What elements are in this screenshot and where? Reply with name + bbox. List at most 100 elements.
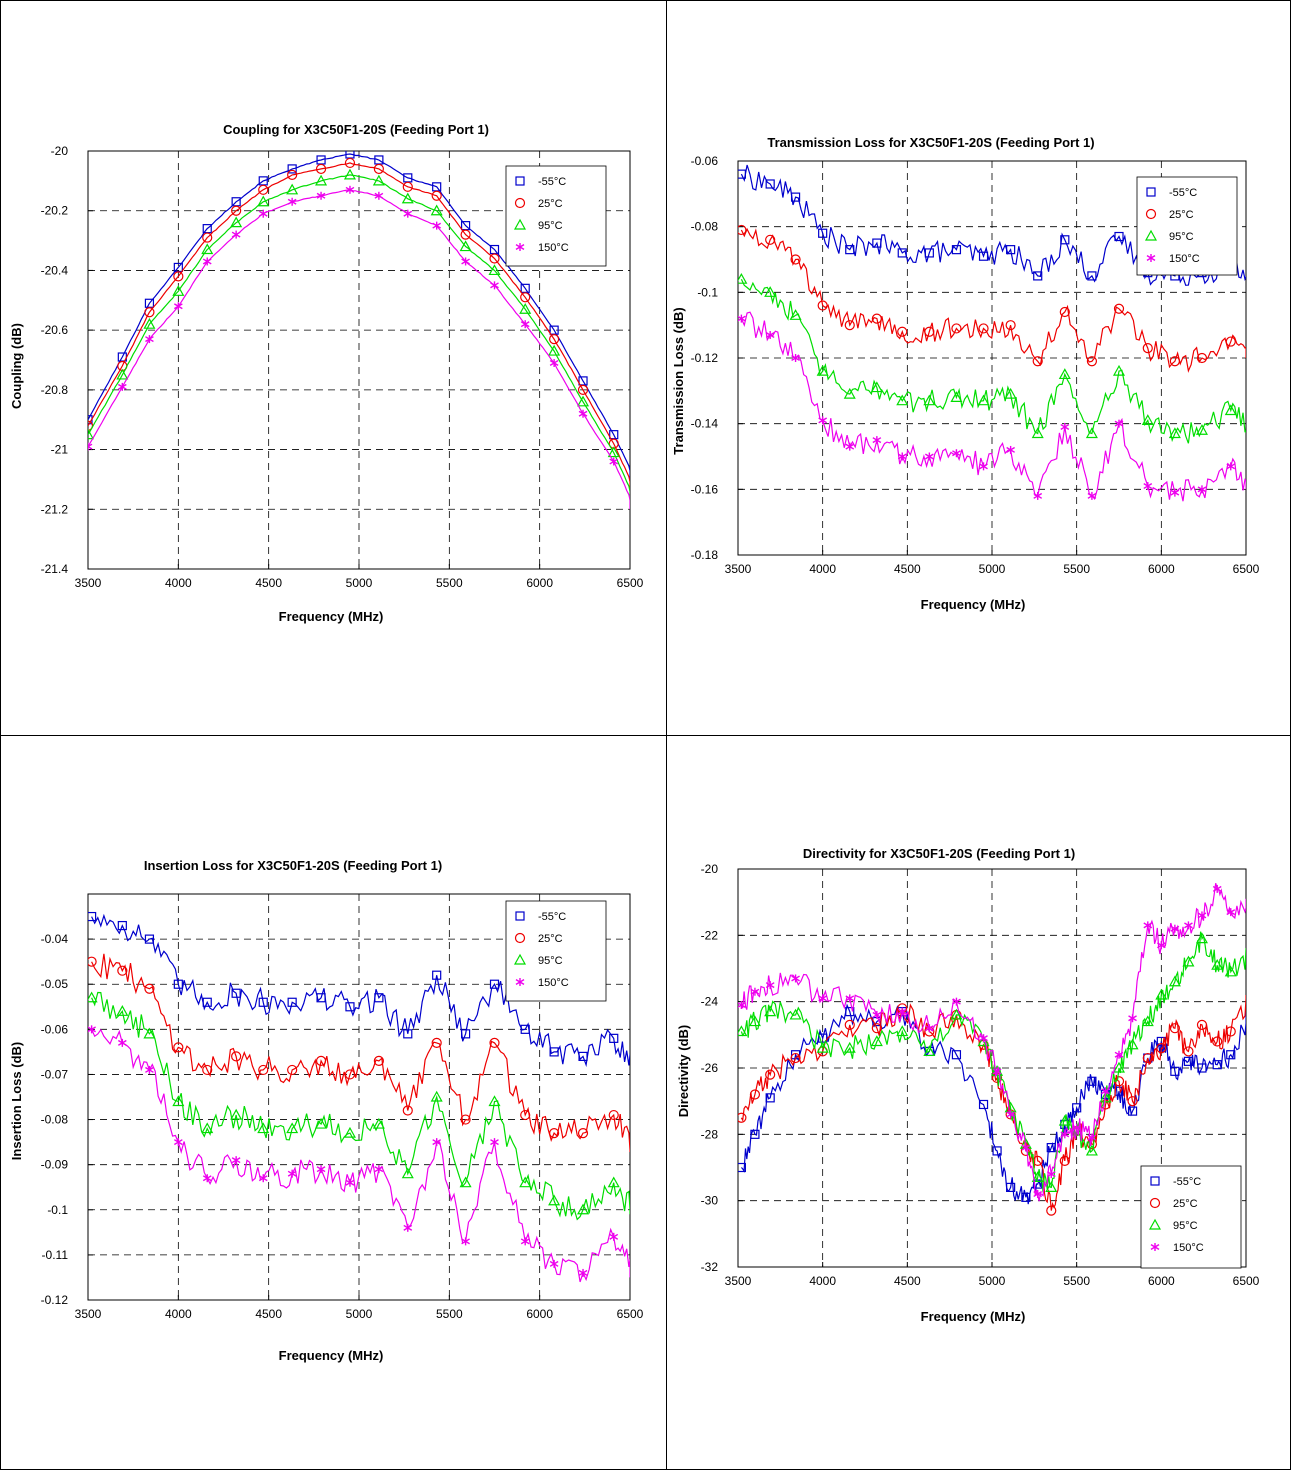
x-tick-label: 6500 <box>617 576 644 590</box>
data-point <box>461 257 470 266</box>
data-point <box>88 1025 96 1034</box>
data-point <box>287 197 297 206</box>
data-point <box>202 997 212 1007</box>
series-2 <box>738 272 1246 444</box>
y-tick-label: -28 <box>701 1127 719 1141</box>
series-3 <box>88 185 630 510</box>
data-point <box>924 1024 934 1033</box>
x-tick-label: 6500 <box>1233 1274 1260 1288</box>
legend-marker <box>515 978 525 986</box>
y-axis-label: Coupling (dB) <box>9 323 24 409</box>
data-point <box>1060 235 1070 245</box>
data-point <box>1143 482 1153 491</box>
data-point <box>202 232 213 243</box>
legend-marker <box>1148 1218 1162 1230</box>
legend-marker <box>515 911 525 921</box>
data-point <box>1212 1036 1223 1047</box>
data-point <box>1032 356 1043 367</box>
x-tick-label: 4500 <box>255 576 282 590</box>
data-point <box>1112 364 1126 376</box>
x-tick-label: 4500 <box>894 1274 921 1288</box>
data-point <box>1060 1130 1070 1139</box>
legend-label: 25°C <box>1173 1198 1198 1210</box>
data-point <box>924 452 934 461</box>
data-point <box>460 1114 471 1125</box>
data-point <box>173 271 184 282</box>
data-point <box>402 1105 413 1116</box>
chart-title: Insertion Loss for X3C50F1-20S (Feeding … <box>144 858 442 873</box>
x-tick-label: 6500 <box>617 1307 644 1321</box>
data-point <box>145 1065 154 1074</box>
legend-marker <box>1146 254 1156 262</box>
legend-label: 150°C <box>1173 1242 1204 1254</box>
data-point <box>1168 975 1181 987</box>
data-point <box>173 979 183 989</box>
data-point <box>403 1223 413 1232</box>
data-point <box>765 234 776 245</box>
data-point <box>764 1005 777 1017</box>
data-point <box>978 251 989 261</box>
data-point <box>258 1174 268 1183</box>
data-point <box>1087 1133 1097 1142</box>
series-line <box>91 1028 630 1283</box>
x-tick-label: 5500 <box>436 576 463 590</box>
data-point <box>1006 1182 1016 1192</box>
data-point <box>790 1052 801 1064</box>
legend-label: 95°C <box>538 955 563 967</box>
y-tick-label: -20.4 <box>41 263 69 277</box>
data-point <box>1099 1091 1112 1103</box>
data-point <box>738 1000 746 1009</box>
legend-marker <box>1146 187 1156 197</box>
data-point <box>345 1178 355 1187</box>
data-point <box>1155 988 1168 1000</box>
data-point <box>1072 1103 1082 1113</box>
chart-title: Coupling for X3C50F1-20S (Feeding Port 1… <box>223 122 489 137</box>
data-point <box>143 1027 156 1039</box>
data-point <box>520 1109 531 1121</box>
data-point <box>1072 1123 1082 1132</box>
data-point <box>173 1138 183 1147</box>
data-point <box>1085 1144 1098 1156</box>
data-point <box>1197 485 1207 494</box>
data-point <box>607 446 620 458</box>
gridlines <box>738 161 1246 555</box>
data-point <box>1224 965 1237 977</box>
data-point <box>489 1037 500 1048</box>
data-point <box>764 286 777 297</box>
series-line <box>91 991 630 1221</box>
legend-marker <box>513 953 527 965</box>
data-point <box>1183 1056 1194 1066</box>
y-tick-label: -21.2 <box>41 502 69 516</box>
data-point <box>1004 387 1017 399</box>
data-point <box>520 292 531 303</box>
data-point <box>345 1002 355 1012</box>
data-point <box>373 1055 384 1067</box>
data-point <box>548 1194 561 1206</box>
data-point <box>1156 1043 1167 1054</box>
data-point <box>872 436 882 445</box>
data-point <box>519 303 532 314</box>
data-point <box>430 204 443 216</box>
data-point <box>88 991 98 1003</box>
data-point <box>844 320 855 331</box>
y-tick-label: -0.06 <box>691 154 719 168</box>
data-point <box>738 1025 748 1037</box>
data-point <box>1143 921 1153 930</box>
data-point <box>1021 1143 1031 1152</box>
data-point <box>750 987 760 996</box>
x-axis-label: Frequency (MHz) <box>921 1309 1026 1324</box>
data-point <box>577 1203 590 1215</box>
data-point <box>845 245 855 255</box>
data-point <box>489 979 500 989</box>
data-point <box>765 981 775 990</box>
data-point <box>144 934 155 944</box>
legend-marker <box>1150 1176 1160 1186</box>
legend-label: 95°C <box>1169 231 1194 243</box>
data-point <box>790 254 801 265</box>
y-tick-label: -0.04 <box>41 932 69 946</box>
data-point <box>897 452 907 461</box>
data-point <box>230 1108 243 1120</box>
data-point <box>316 191 326 200</box>
data-point <box>1045 1181 1058 1192</box>
y-tick-label: -0.12 <box>691 351 719 365</box>
